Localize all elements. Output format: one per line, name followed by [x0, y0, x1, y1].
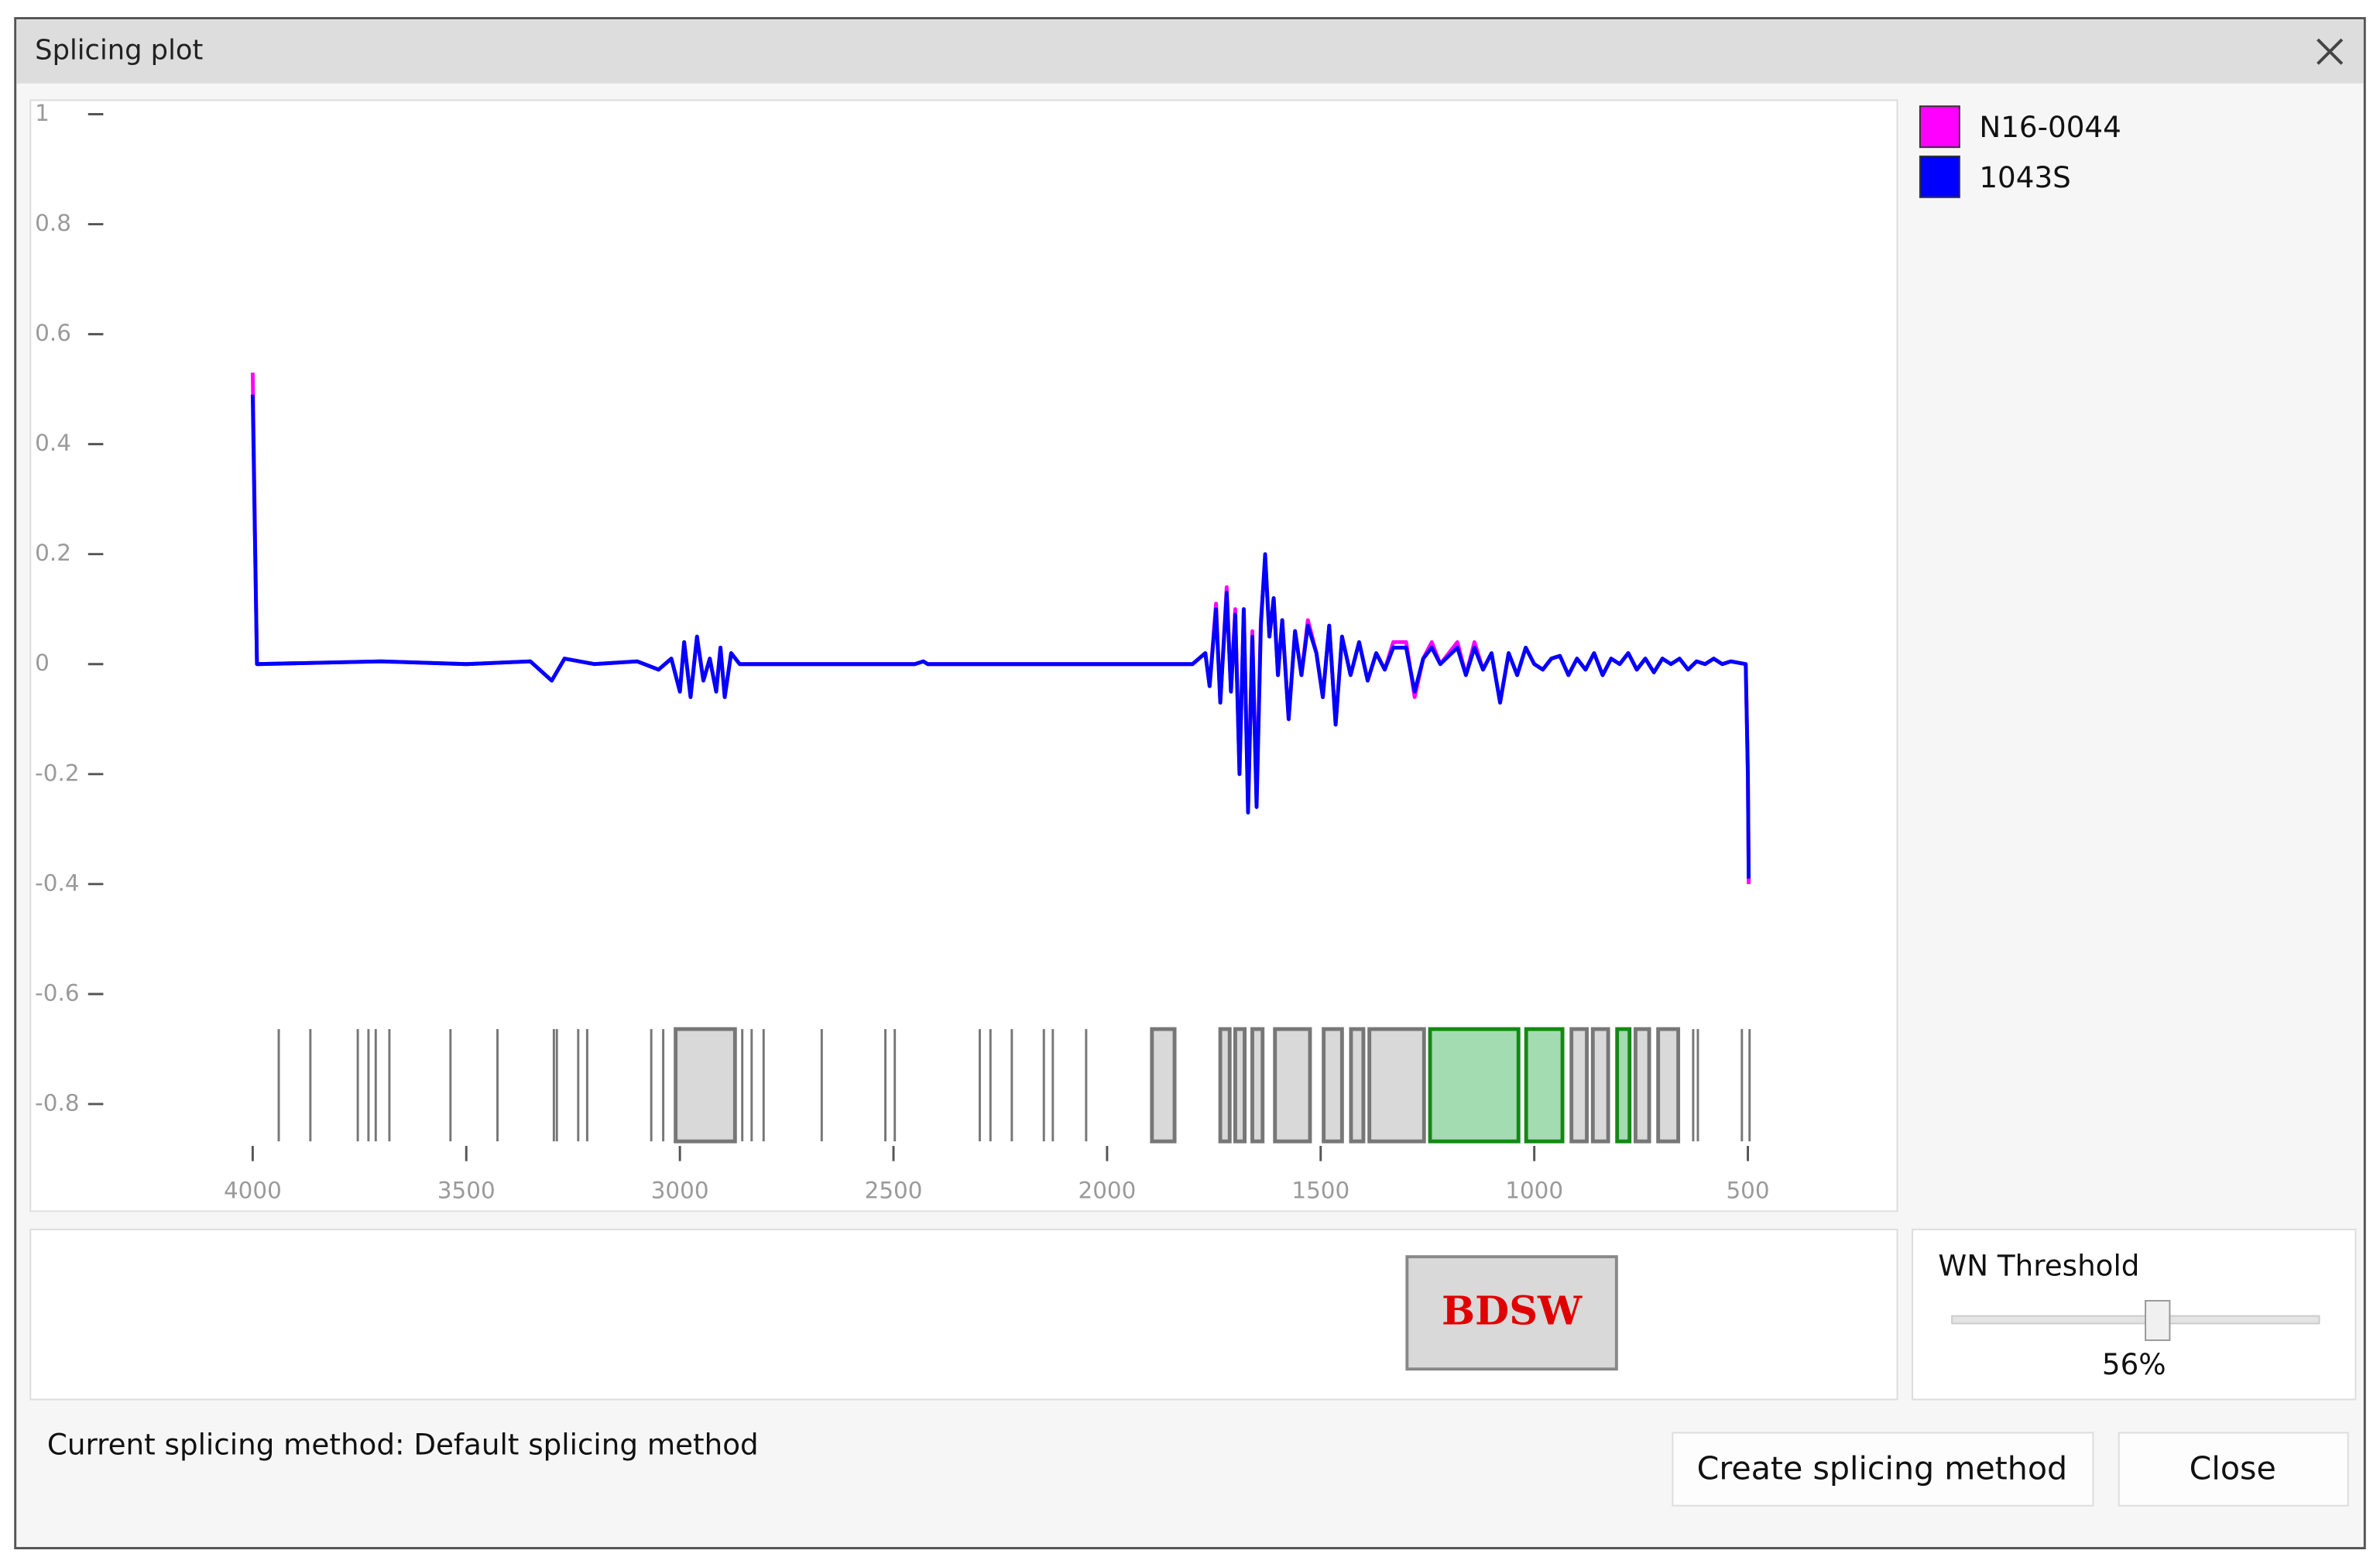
region[interactable]	[1615, 1027, 1632, 1144]
x-tick-label: 500	[1726, 1177, 1769, 1203]
create-button-label[interactable]: Create splicing method	[1697, 1450, 2068, 1487]
x-tick-label: 2500	[865, 1177, 923, 1203]
region[interactable]	[1150, 1027, 1177, 1144]
method-button[interactable]	[1405, 1255, 1618, 1371]
threshold-panel	[1912, 1228, 2357, 1401]
close-button[interactable]	[2118, 1432, 2349, 1507]
region[interactable]	[1349, 1027, 1366, 1144]
region[interactable]	[1428, 1027, 1521, 1144]
close-icon[interactable]	[2317, 38, 2344, 65]
x-tick-label: 1000	[1505, 1177, 1563, 1203]
region[interactable]	[1218, 1027, 1232, 1144]
legend-swatch	[1919, 155, 1960, 198]
method-button-label[interactable]: BDSW	[1442, 1288, 1583, 1335]
region[interactable]	[1273, 1027, 1312, 1144]
region[interactable]	[1633, 1027, 1651, 1144]
region[interactable]	[1367, 1027, 1426, 1144]
region[interactable]	[1656, 1027, 1681, 1144]
plot-panel	[29, 99, 1898, 1212]
region[interactable]	[1590, 1027, 1610, 1144]
region[interactable]	[674, 1027, 737, 1144]
y-tick-label: 0	[35, 650, 50, 676]
y-tick-label: 0.2	[35, 540, 71, 566]
y-tick-label: -0.4	[35, 869, 79, 896]
y-tick-label: 0.4	[35, 430, 71, 456]
x-tick-label: 4000	[224, 1177, 282, 1203]
window-title: Splicing plot	[35, 35, 203, 67]
close-button-label[interactable]: Close	[2190, 1450, 2276, 1487]
slider-track	[1951, 1315, 2320, 1325]
x-tick-label: 2000	[1079, 1177, 1137, 1203]
region[interactable]	[1569, 1027, 1589, 1144]
create-button[interactable]	[1672, 1432, 2094, 1507]
legend-label: N16-0044	[1979, 110, 2121, 144]
y-tick-label: -0.2	[35, 760, 79, 786]
y-tick-label: 0.6	[35, 320, 71, 346]
region[interactable]	[1233, 1027, 1247, 1144]
region[interactable]	[1322, 1027, 1344, 1144]
title-bar	[16, 19, 2364, 84]
y-tick-label: -0.8	[35, 1089, 79, 1116]
x-tick-label: 3500	[437, 1177, 496, 1203]
region[interactable]	[1524, 1027, 1565, 1144]
slider-thumb[interactable]	[2145, 1300, 2171, 1341]
y-tick-label: -0.6	[35, 979, 79, 1006]
y-tick-label: 0.8	[35, 210, 71, 236]
threshold-value: 56%	[2102, 1347, 2166, 1381]
y-tick-label: 1	[35, 100, 50, 126]
legend-label: 1043S	[1979, 160, 2070, 194]
x-tick-label: 1500	[1291, 1177, 1349, 1203]
status-text: Current splicing method: Default splicin…	[47, 1428, 759, 1462]
x-tick-label: 3000	[651, 1177, 709, 1203]
series-line	[250, 394, 1751, 879]
legend-swatch	[1919, 105, 1960, 149]
threshold-title: WN Threshold	[1938, 1248, 2139, 1282]
region[interactable]	[1250, 1027, 1265, 1144]
